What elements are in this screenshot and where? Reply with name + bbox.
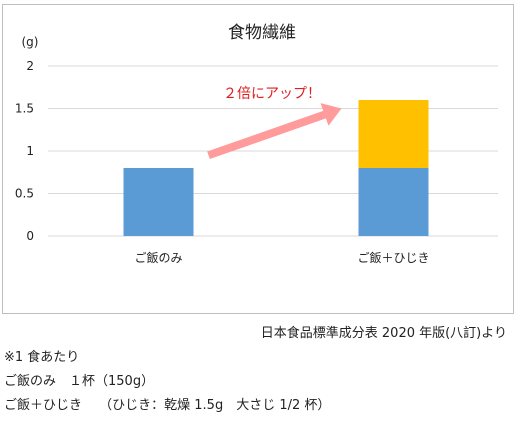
y-tick-label: 2 <box>26 59 34 73</box>
fiber-bar-chart: 食物繊維 (g) 0 0.5 1 1.5 2 ご飯のみ ご飯＋ひじき ２倍にアップ！ <box>15 23 498 265</box>
increase-arrow <box>207 103 342 160</box>
arrow-shaft <box>207 107 335 160</box>
chart-frame <box>2 4 514 314</box>
y-unit-label: (g) <box>22 35 39 49</box>
note-rice-hijiki: ご飯＋ひじき （ひじき：乾燥 1.5g 大さじ 1/2 杯） <box>4 398 331 413</box>
bar-segment <box>358 100 429 168</box>
bars <box>123 100 429 236</box>
y-tick-label: 1.5 <box>15 102 34 116</box>
x-tick-label: ご飯のみ <box>134 250 182 265</box>
y-tick-label: 0 <box>26 229 34 243</box>
y-tick-label: 0.5 <box>15 187 34 201</box>
y-tick-label: 1 <box>26 144 34 158</box>
bar-segment <box>123 168 194 236</box>
bar-segment <box>358 168 429 236</box>
y-tick-labels: 0 0.5 1 1.5 2 <box>15 59 34 243</box>
x-tick-label: ご飯＋ひじき <box>357 250 429 265</box>
arrow-head <box>320 103 342 126</box>
x-tick-labels: ご飯のみ ご飯＋ひじき <box>134 250 429 265</box>
source-note: 日本食品標準成分表 2020 年版(八訂)より <box>260 326 507 341</box>
note-rice-only: ご飯のみ １杯（150g） <box>4 374 155 389</box>
note-per-serving: ※1 食あたり <box>4 350 80 365</box>
annotation-label: ２倍にアップ！ <box>223 86 321 102</box>
chart-title: 食物繊維 <box>228 23 296 43</box>
